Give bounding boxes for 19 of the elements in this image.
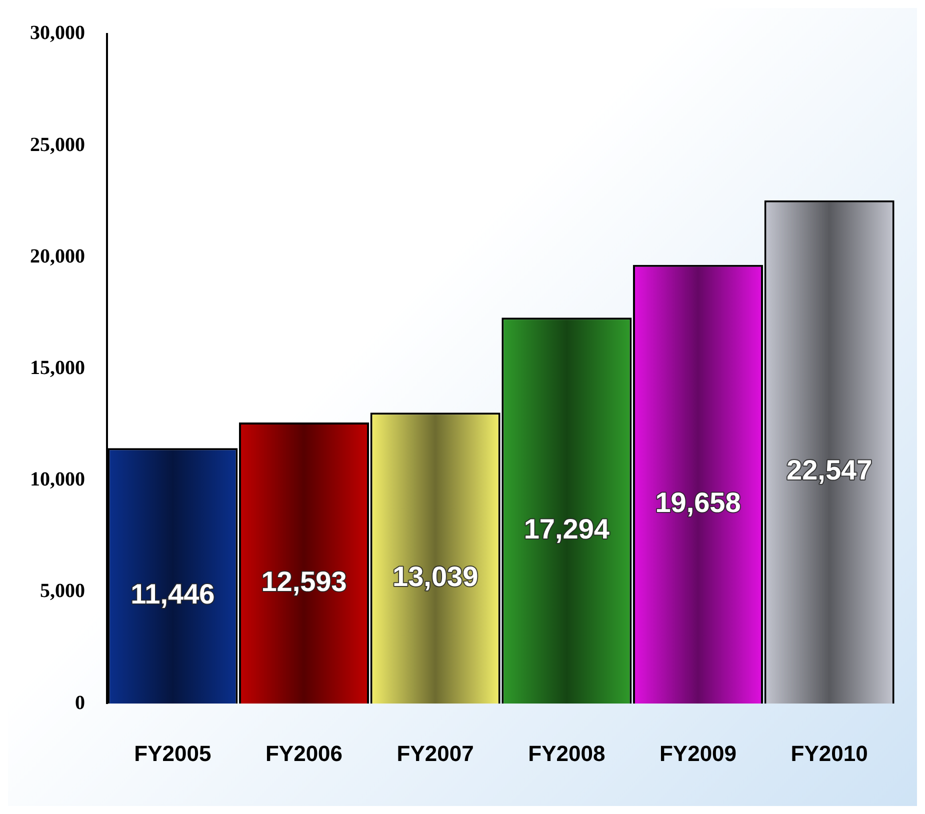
y-tick-label: 20,000	[30, 245, 85, 268]
x-tick-label: FY2009	[659, 740, 737, 766]
data-label: 22,547	[786, 454, 872, 486]
data-label: 17,294	[524, 513, 610, 544]
y-tick-label: 25,000	[30, 134, 85, 156]
y-tick-label: 5,000	[40, 580, 85, 602]
x-tick-label: FY2006	[265, 740, 343, 766]
y-tick-label: 15,000	[30, 356, 85, 379]
y-tick-label: 0	[75, 692, 85, 714]
y-tick-label: 30,000	[30, 22, 85, 44]
x-tick-label: FY2007	[396, 740, 474, 766]
x-tick-label: FY2008	[528, 740, 606, 766]
data-label: 19,658	[655, 486, 741, 518]
y-tick-label: 10,000	[30, 468, 85, 491]
data-label: 12,593	[261, 566, 347, 597]
data-label: 13,039	[392, 560, 478, 592]
x-tick-label: FY2010	[790, 740, 868, 766]
x-tick-label: FY2005	[134, 740, 212, 766]
data-label: 11,446	[130, 578, 215, 610]
